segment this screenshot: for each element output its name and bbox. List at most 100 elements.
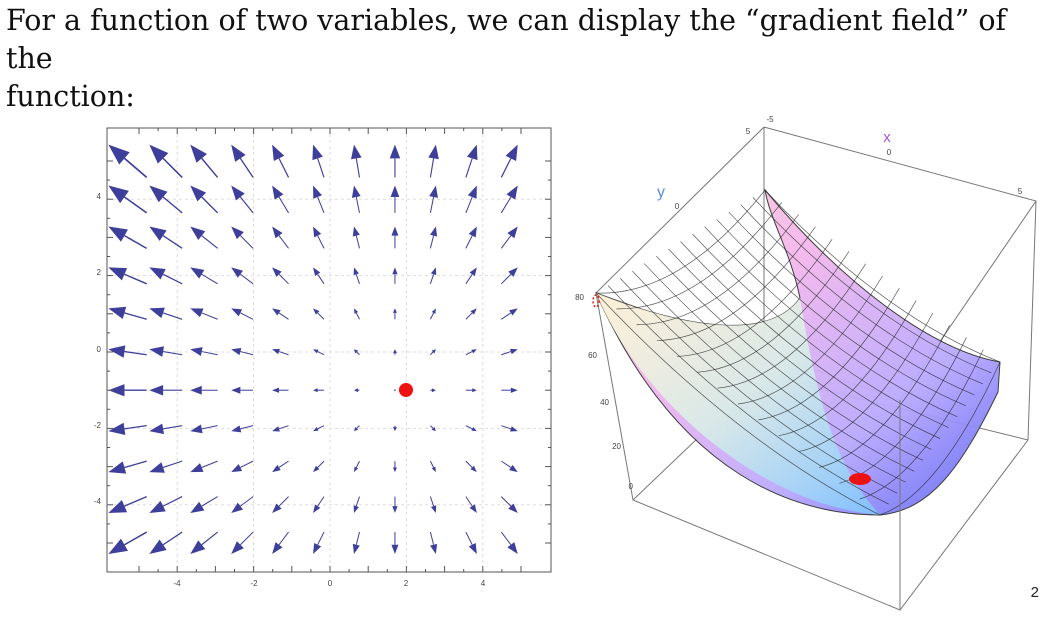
z-tick-label: 60 (588, 351, 597, 360)
gradient-arrow (465, 185, 477, 214)
mesh-line (631, 270, 906, 483)
gradient-arrow (392, 425, 397, 432)
gradient-arrow (190, 347, 218, 356)
gradient-arrow (272, 226, 289, 249)
gradient-arrow (231, 267, 254, 285)
slide-heading: For a function of two variables, we can … (6, 2, 1026, 116)
mesh-line (704, 226, 958, 417)
corner-marker (592, 294, 600, 308)
gradient-arrow (108, 185, 148, 214)
mesh-line (607, 285, 889, 505)
gradient-arrow (313, 185, 325, 214)
y-axis-label: y (657, 184, 665, 201)
gradient-arrow (430, 349, 436, 356)
gradient-arrow (149, 346, 183, 357)
gradient-arrow (354, 460, 360, 473)
gradient-arrow (465, 308, 477, 320)
gradient-arrow (500, 226, 518, 249)
gradient-arrow (190, 144, 219, 178)
gradient-arrow (352, 226, 360, 249)
gradient-arrow (351, 185, 361, 213)
vector-plot-frame (106, 127, 552, 573)
gradient-arrow (149, 531, 183, 554)
gradient-arrow (108, 460, 147, 474)
gradient-arrow (353, 267, 360, 284)
gradient-arrow (353, 496, 360, 514)
x-axis-label: x (883, 129, 891, 146)
gradient-arrow (272, 387, 289, 393)
x-tick-label: 2 (404, 579, 409, 588)
gradient-arrow (351, 144, 362, 178)
gradient-arrow (108, 495, 147, 514)
mesh-line (740, 204, 983, 385)
mesh-line (697, 251, 850, 373)
gradient-arrow (390, 185, 400, 213)
bounding-box-front (595, 200, 1037, 611)
gradient-arrow (465, 144, 478, 178)
x-tick-label: -5 (766, 115, 774, 124)
mesh-line (819, 324, 950, 468)
gradient-arrow (392, 461, 397, 473)
gradient-arrow (313, 388, 325, 393)
gradient-arrow (501, 425, 518, 432)
gradient-arrow (312, 144, 325, 178)
gradient-arrow (392, 349, 397, 355)
gradient-arrow (391, 532, 399, 554)
y-tick-label: 0 (97, 345, 102, 354)
y-tick-label: 0 (675, 202, 680, 211)
gradient-arrow (272, 496, 289, 514)
gradient-arrow (354, 388, 360, 393)
gradient-arrow (108, 144, 148, 179)
gradient-arrow (108, 422, 147, 435)
gradient-arrow (313, 267, 325, 285)
gradient-arrow (501, 460, 518, 473)
gradient-arrow (428, 144, 439, 178)
y-tick-label: 2 (97, 268, 102, 277)
gradient-arrow (272, 460, 289, 473)
gradient-arrow (501, 348, 518, 356)
gradient-arrow (465, 496, 477, 514)
gradient-arrow (108, 306, 147, 320)
surface-minimum-marker (849, 473, 871, 485)
gradient-arrow (272, 425, 289, 432)
y-tick-label: -4 (94, 497, 102, 506)
gradient-arrow (108, 345, 147, 358)
x-tick-label: 4 (481, 579, 486, 588)
gradient-arrow (231, 348, 254, 356)
minimum-marker (399, 383, 413, 397)
gradient-arrow (231, 185, 254, 214)
gradient-arrow (149, 307, 183, 320)
z-tick-label: 80 (575, 293, 584, 302)
gradient-arrow (500, 531, 518, 554)
gradient-arrow (231, 386, 254, 394)
gradient-arrow (272, 144, 290, 178)
gradient-arrow (190, 496, 218, 514)
mesh-line (656, 255, 924, 461)
gradient-arrow (501, 387, 518, 393)
page-number: 2 (1030, 584, 1039, 601)
z-tick-label: 40 (600, 398, 609, 407)
mesh-line (764, 189, 1001, 363)
mesh-line (717, 263, 867, 389)
gradient-arrow (108, 384, 147, 397)
gradient-arrow (313, 460, 325, 473)
gradient-arrow (313, 496, 325, 514)
gradient-arrow (313, 308, 325, 320)
gradient-arrow (429, 185, 438, 213)
gradient-arrow (190, 385, 218, 395)
mesh-line (644, 263, 915, 472)
gradient-arrow (354, 425, 360, 432)
gradient-arrow (394, 389, 396, 392)
y-tick-label: -2 (94, 421, 102, 430)
mesh-line (668, 248, 932, 450)
mesh-line (737, 275, 883, 405)
mesh-line (680, 241, 941, 439)
gradient-arrow (465, 388, 477, 393)
gradient-arrow (149, 185, 183, 214)
gradient-arrow (149, 423, 183, 435)
gradient-arrow (149, 144, 183, 178)
surface-mesh (595, 189, 1001, 516)
gradient-arrow (354, 308, 360, 320)
gradient-arrow (500, 496, 518, 514)
